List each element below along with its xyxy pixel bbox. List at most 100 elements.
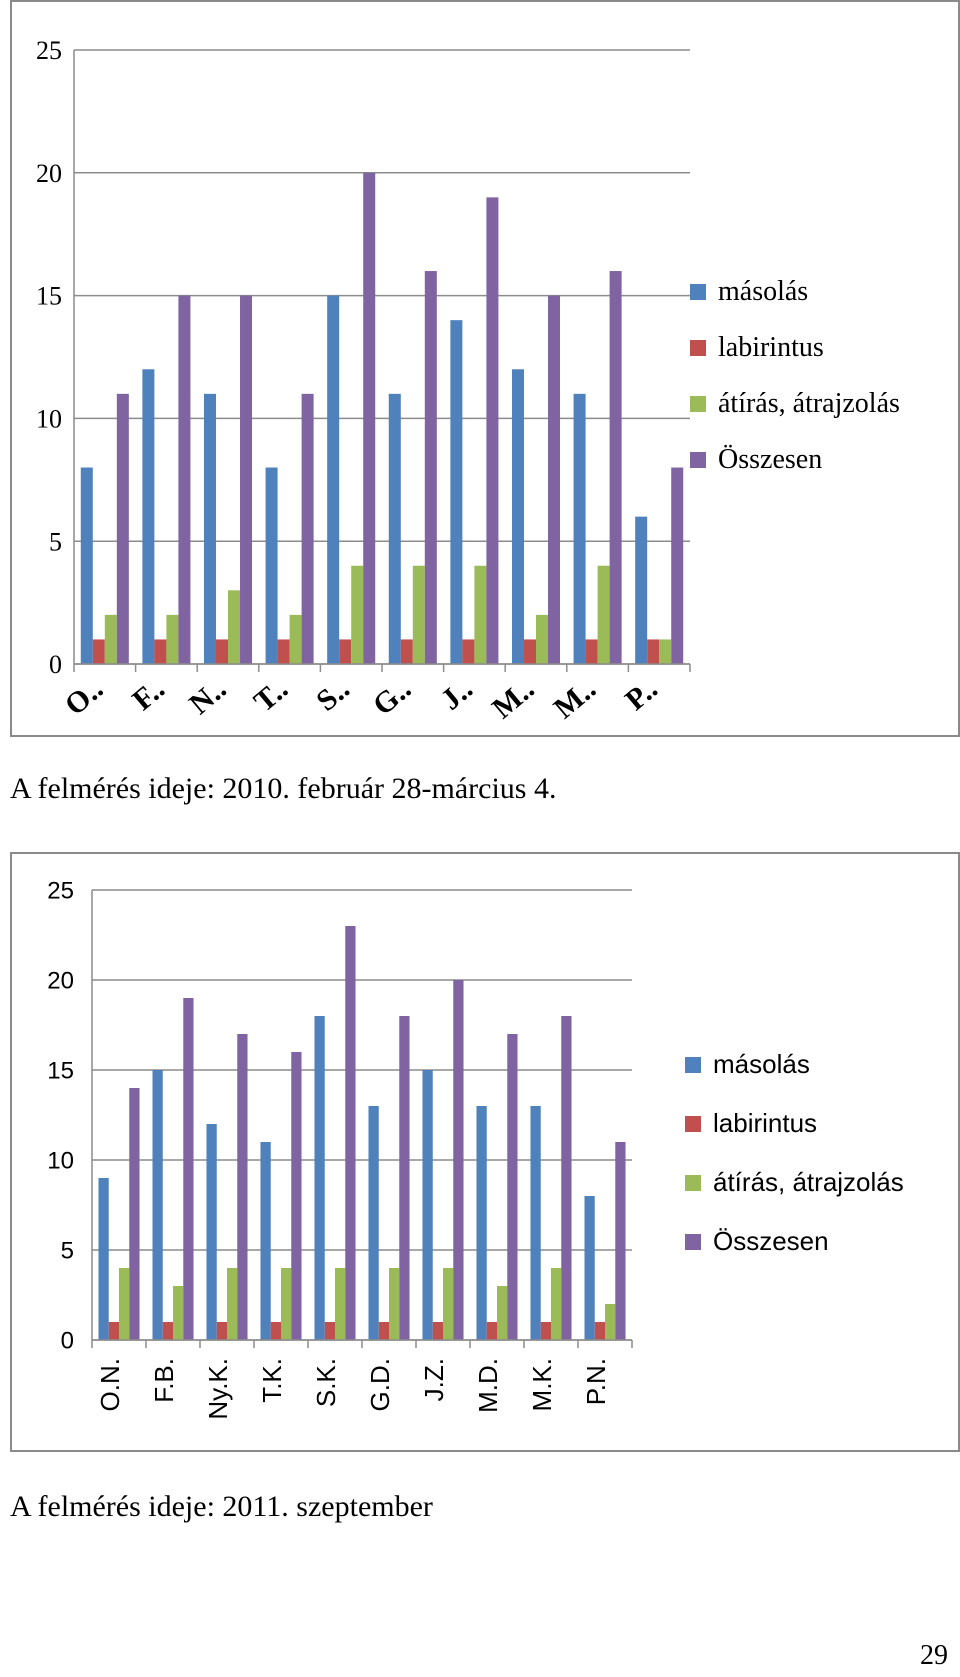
bar xyxy=(166,614,179,664)
bar xyxy=(289,614,302,664)
y-tick-label: 15 xyxy=(47,1057,74,1084)
legend-swatch-labirintus xyxy=(685,1115,701,1132)
y-tick-label: 5 xyxy=(49,527,62,556)
x-category-label: O.N. xyxy=(95,1358,125,1411)
legend-label-labirintus: labirintus xyxy=(718,332,824,363)
bar xyxy=(119,1268,130,1340)
bar xyxy=(240,295,253,664)
bar xyxy=(335,1268,346,1340)
x-category-label: J.. xyxy=(435,672,479,717)
x-category-label: T.K. xyxy=(257,1358,287,1403)
x-category-label: M.. xyxy=(548,672,602,725)
bar xyxy=(659,639,672,664)
bar xyxy=(424,271,437,664)
legend-label-labirintus: labirintus xyxy=(713,1108,818,1138)
bar xyxy=(206,1124,217,1340)
bar xyxy=(162,1322,173,1340)
y-tick-label: 0 xyxy=(61,1327,74,1354)
bar xyxy=(92,639,105,664)
bar xyxy=(216,1322,227,1340)
bar xyxy=(573,393,586,664)
bar xyxy=(584,1196,595,1340)
bar xyxy=(173,1286,184,1340)
bar xyxy=(486,1322,497,1340)
bar xyxy=(327,295,340,664)
bar xyxy=(270,1322,281,1340)
bar xyxy=(540,1322,551,1340)
bar xyxy=(314,1016,325,1340)
bar xyxy=(561,1016,572,1340)
bar xyxy=(511,369,524,664)
x-category-label: M.D. xyxy=(473,1358,503,1413)
bar xyxy=(615,1142,626,1340)
legend-swatch-atiras xyxy=(690,396,706,412)
legend-item-osszesen: Összesen xyxy=(685,1212,904,1271)
legend-label-atiras: átírás, átrajzolás xyxy=(713,1167,904,1197)
bar xyxy=(345,926,356,1340)
survey-date-caption-2011: A felmérés ideje: 2011. szeptember xyxy=(10,1490,433,1523)
bar xyxy=(378,1322,389,1340)
x-category-label: S.. xyxy=(310,672,355,718)
bar xyxy=(389,1268,400,1340)
y-tick-label: 10 xyxy=(36,405,62,434)
bar xyxy=(154,639,167,664)
y-tick-label: 20 xyxy=(36,159,62,188)
legend-swatch-osszesen xyxy=(685,1233,701,1250)
x-category-label: M.K. xyxy=(527,1358,557,1411)
chart-1-frame: 0 5 10 15 20 25 O.. F.. N.. T.. S.. G.. J.. M.. M.. P.. xyxy=(10,0,960,737)
legend-item-osszesen: Összesen xyxy=(690,432,900,488)
bar xyxy=(116,393,129,664)
page-number: 29 xyxy=(920,1640,948,1671)
bar xyxy=(129,1088,140,1340)
bar xyxy=(104,614,117,664)
y-tick-label: 0 xyxy=(49,650,62,679)
x-category-label: J.Z. xyxy=(419,1358,449,1401)
bar xyxy=(530,1106,541,1340)
bar xyxy=(339,639,352,664)
x-category-label: F.B. xyxy=(149,1358,179,1403)
bar xyxy=(671,467,684,664)
bar xyxy=(422,1070,433,1340)
bar xyxy=(178,295,191,664)
x-category-label: P.N. xyxy=(581,1358,611,1405)
bar xyxy=(609,271,622,664)
bar xyxy=(536,614,549,664)
bar xyxy=(594,1322,605,1340)
bar xyxy=(203,393,216,664)
bar xyxy=(351,565,364,664)
bar xyxy=(450,320,463,664)
bar xyxy=(368,1106,379,1340)
legend-item-masolas: másolás xyxy=(690,264,900,320)
legend-item-atiras: átírás, átrajzolás xyxy=(690,376,900,432)
legend-label-masolas: másolás xyxy=(718,276,809,307)
bar xyxy=(291,1052,302,1340)
legend-swatch-atiras xyxy=(685,1174,701,1191)
bar xyxy=(453,980,464,1340)
legend-label-atiras: átírás, átrajzolás xyxy=(718,388,900,419)
bar xyxy=(227,1268,238,1340)
y-tick-label: 10 xyxy=(47,1147,74,1174)
bar xyxy=(523,639,536,664)
bar xyxy=(486,197,499,665)
bar xyxy=(277,639,290,664)
bar xyxy=(400,639,413,664)
legend-swatch-masolas xyxy=(690,284,706,300)
legend-swatch-masolas xyxy=(685,1056,701,1073)
x-category-label: Ny.K. xyxy=(203,1358,233,1420)
bar xyxy=(432,1322,443,1340)
x-category-label: O.. xyxy=(59,672,110,722)
chart-2-legend: másolás labirintus átírás, átrajzolás Ös… xyxy=(685,1035,904,1271)
bar xyxy=(548,295,561,664)
x-category-label: P.. xyxy=(619,672,664,717)
bar xyxy=(324,1322,335,1340)
bar xyxy=(462,639,475,664)
x-category-label: F.. xyxy=(126,672,171,717)
bar xyxy=(551,1268,562,1340)
bar xyxy=(585,639,598,664)
bar xyxy=(80,467,93,664)
legend-swatch-osszesen xyxy=(690,452,706,468)
chart-1-legend: másolás labirintus átírás, átrajzolás Ös… xyxy=(690,264,900,488)
bar xyxy=(399,1016,410,1340)
bar xyxy=(237,1034,248,1340)
